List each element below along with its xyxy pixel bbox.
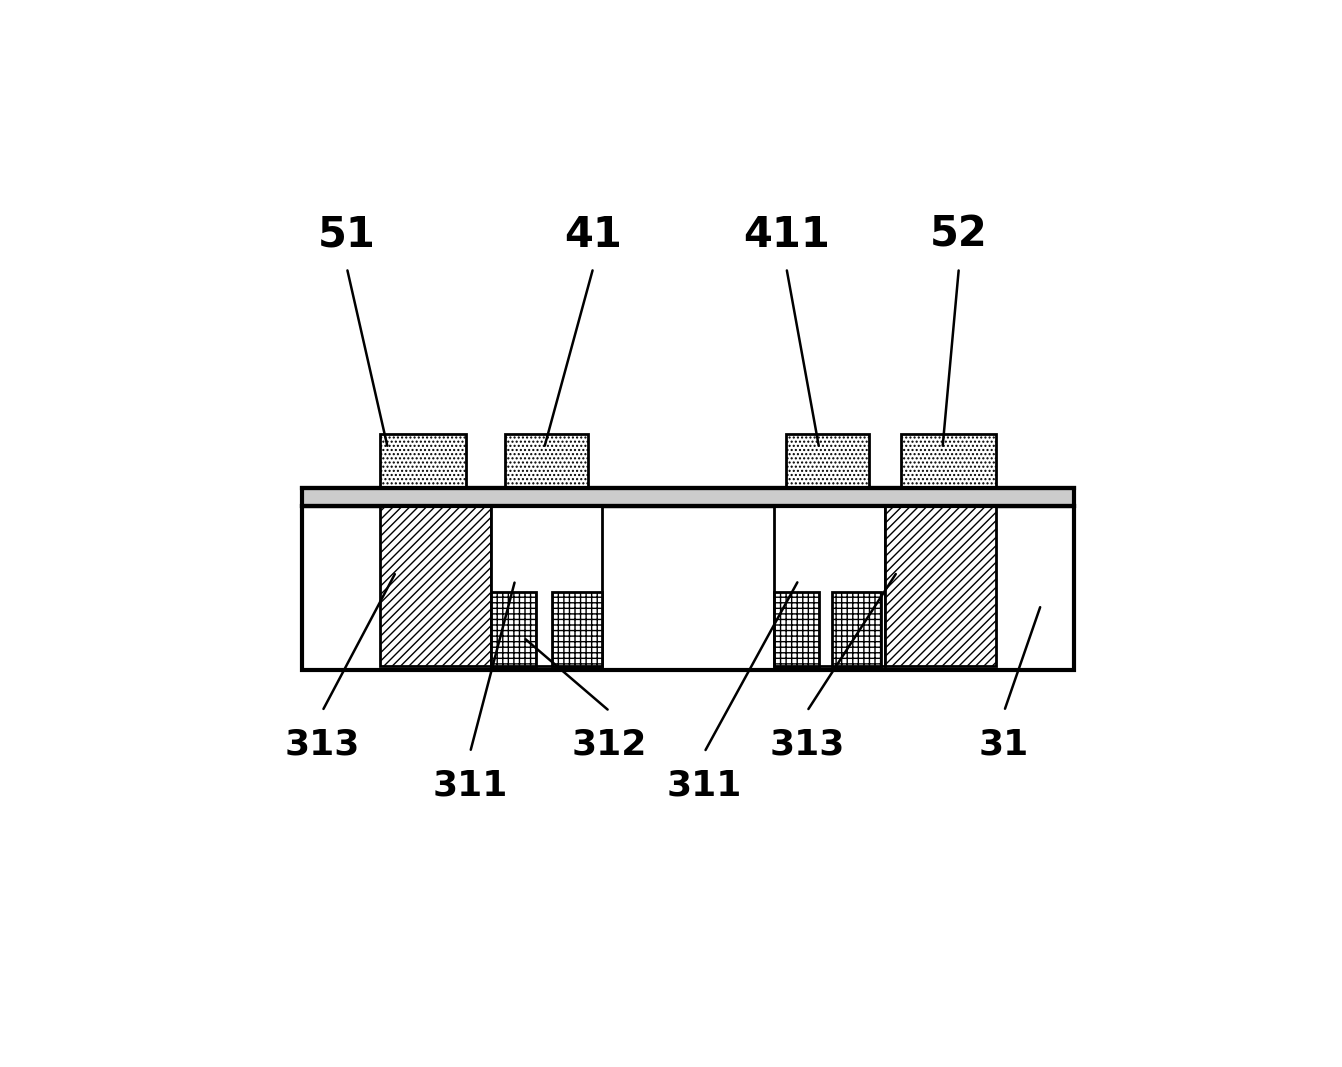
Text: 31: 31 (978, 728, 1029, 761)
Text: 312: 312 (572, 728, 647, 761)
Bar (832, 592, 880, 666)
Text: 311: 311 (432, 768, 507, 802)
Bar (380, 434, 466, 488)
Bar (506, 434, 588, 488)
Bar (902, 434, 996, 488)
Bar (491, 592, 535, 666)
Bar (380, 506, 491, 666)
Text: 51: 51 (318, 213, 376, 256)
Bar (884, 506, 996, 666)
Bar (786, 434, 868, 488)
Text: 313: 313 (285, 728, 360, 761)
Bar (491, 506, 601, 666)
Bar (302, 488, 1074, 506)
Text: 52: 52 (930, 213, 988, 256)
Text: 311: 311 (667, 768, 742, 802)
Bar (552, 592, 601, 666)
Text: 411: 411 (743, 213, 829, 256)
Text: 313: 313 (769, 728, 844, 761)
Bar (774, 506, 884, 666)
Text: 41: 41 (565, 213, 623, 256)
Bar (774, 592, 819, 666)
Bar (302, 506, 1074, 670)
